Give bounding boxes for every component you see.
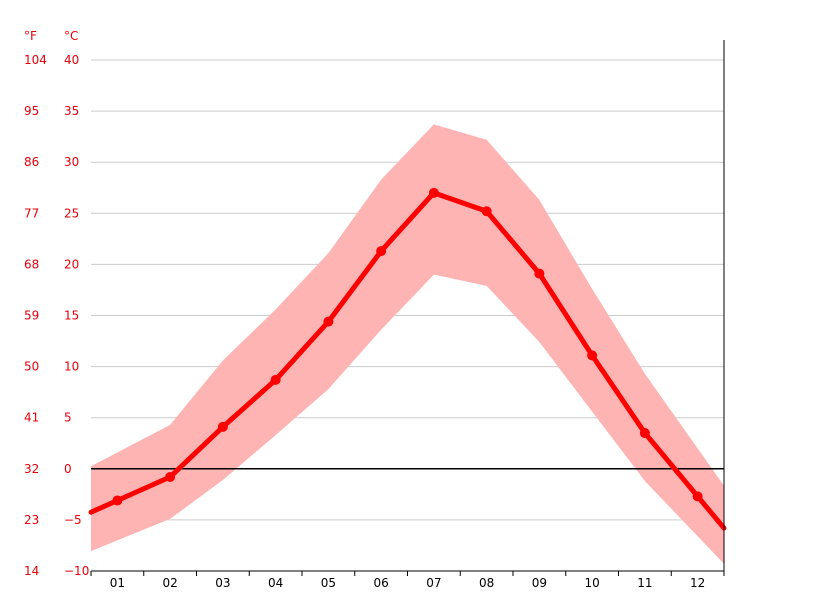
y-tick-fahrenheit: 59 [24, 309, 39, 323]
axes [90, 40, 725, 576]
x-tick-label-04: 04 [268, 576, 283, 590]
y-tick-fahrenheit: 23 [24, 513, 39, 527]
celsius-unit-label: °C [64, 29, 78, 43]
mean-point-09 [534, 268, 545, 279]
y-tick-celsius: 35 [64, 104, 79, 118]
x-tick-label-08: 08 [479, 576, 494, 590]
x-tick-label-09: 09 [532, 576, 547, 590]
y-tick-fahrenheit: 14 [24, 564, 39, 578]
x-tick-label-03: 03 [215, 576, 230, 590]
mean-point-12 [692, 491, 703, 502]
y-tick-celsius: 40 [64, 53, 79, 67]
mean-point-06 [376, 246, 387, 257]
axis-labels: °F °C 4010435953086257720681559105054103… [24, 29, 705, 590]
y-tick-celsius: 30 [64, 155, 79, 169]
y-tick-fahrenheit: 32 [24, 462, 39, 476]
mean-point-07 [428, 187, 439, 198]
y-tick-celsius: 0 [64, 462, 72, 476]
y-tick-celsius: −10 [64, 564, 89, 578]
mean-point-02 [165, 471, 176, 482]
fahrenheit-unit-label: °F [24, 29, 37, 43]
mean-point-03 [217, 421, 228, 432]
x-tick-label-06: 06 [373, 576, 388, 590]
x-tick-label-05: 05 [321, 576, 336, 590]
y-tick-fahrenheit: 77 [24, 206, 39, 220]
y-tick-celsius: 20 [64, 257, 79, 271]
mean-point-10 [587, 350, 598, 361]
x-tick-label-10: 10 [584, 576, 599, 590]
y-tick-celsius: −5 [64, 513, 82, 527]
x-tick-label-01: 01 [110, 576, 125, 590]
y-tick-fahrenheit: 95 [24, 104, 39, 118]
y-tick-fahrenheit: 104 [24, 53, 47, 67]
y-tick-celsius: 10 [64, 360, 79, 374]
x-tick-label-07: 07 [426, 576, 441, 590]
y-tick-fahrenheit: 68 [24, 257, 39, 271]
x-tick-label-11: 11 [637, 576, 652, 590]
y-tick-fahrenheit: 50 [24, 360, 39, 374]
x-tick-label-12: 12 [690, 576, 705, 590]
y-tick-celsius: 25 [64, 206, 79, 220]
mean-line [88, 190, 727, 531]
x-tick-label-02: 02 [162, 576, 177, 590]
mean-point-08 [481, 206, 492, 217]
y-tick-fahrenheit: 41 [24, 411, 39, 425]
y-tick-fahrenheit: 86 [24, 155, 39, 169]
y-tick-celsius: 15 [64, 309, 79, 323]
mean-point-01 [112, 495, 123, 506]
mean-point-04 [270, 374, 281, 385]
mean-point-11 [639, 428, 650, 439]
mean-temperature-line [88, 187, 727, 531]
y-tick-celsius: 5 [64, 411, 72, 425]
temperature-range-band [91, 124, 724, 564]
mean-point-05 [323, 316, 334, 327]
min-max-band [91, 124, 724, 564]
